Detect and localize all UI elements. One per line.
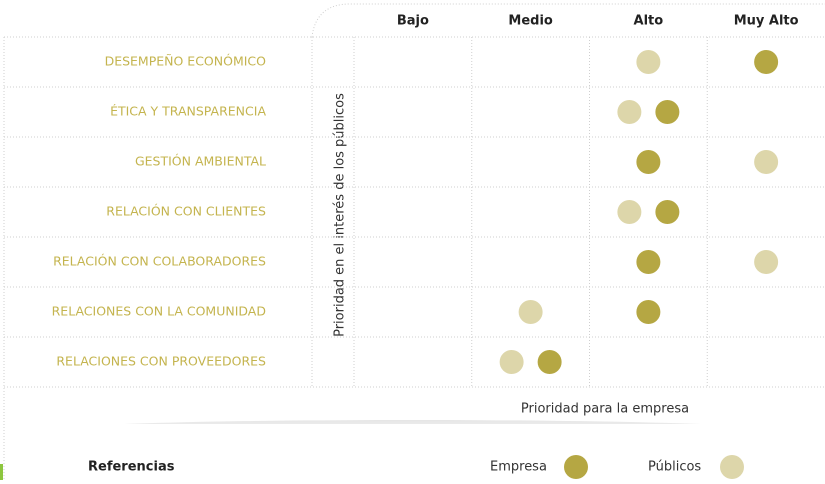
empresa-dot [655, 100, 680, 124]
legend-publicos-dot [720, 455, 744, 479]
row-label: DESEMPEÑO ECONÓMICO [105, 54, 267, 69]
row-label: RELACIÓN CON CLIENTES [106, 204, 266, 219]
accent [0, 464, 3, 480]
legend-publicos: Públicos [648, 460, 701, 475]
legend-empresa-dot [564, 455, 588, 479]
row-label: RELACIONES CON LA COMUNIDAD [52, 304, 266, 319]
publicos-dot [499, 350, 524, 374]
empresa-dot [636, 300, 661, 324]
legend-empresa: Empresa [490, 460, 547, 475]
row-label: RELACIÓN CON COLABORADORES [53, 254, 266, 269]
row-label: ÉTICA Y TRANSPARENCIA [110, 104, 266, 119]
publicos-dot [518, 300, 543, 324]
empresa-dot [754, 50, 779, 74]
column-label: Muy Alto [734, 14, 799, 29]
empresa-dot [655, 200, 680, 224]
publicos-dot [617, 200, 642, 224]
x-axis-label: Prioridad para la empresa [521, 402, 689, 417]
empresa-dot [636, 150, 661, 174]
empresa-dot [636, 250, 661, 274]
empresa-dot [537, 350, 562, 374]
publicos-dot [754, 150, 779, 174]
row-label: GESTIÓN AMBIENTAL [135, 154, 266, 169]
legend-title: Referencias [88, 460, 175, 475]
row-label: RELACIONES CON PROVEEDORES [56, 354, 266, 369]
y-axis-label: Prioridad en el interés de los públicos [333, 93, 348, 337]
legend-bg [0, 424, 825, 480]
publicos-dot [617, 100, 642, 124]
column-label: Bajo [397, 14, 429, 29]
column-label: Medio [508, 14, 553, 29]
corner-border [311, 3, 825, 38]
publicos-dot [754, 250, 779, 274]
publicos-dot [636, 50, 661, 74]
column-label: Alto [634, 14, 664, 29]
